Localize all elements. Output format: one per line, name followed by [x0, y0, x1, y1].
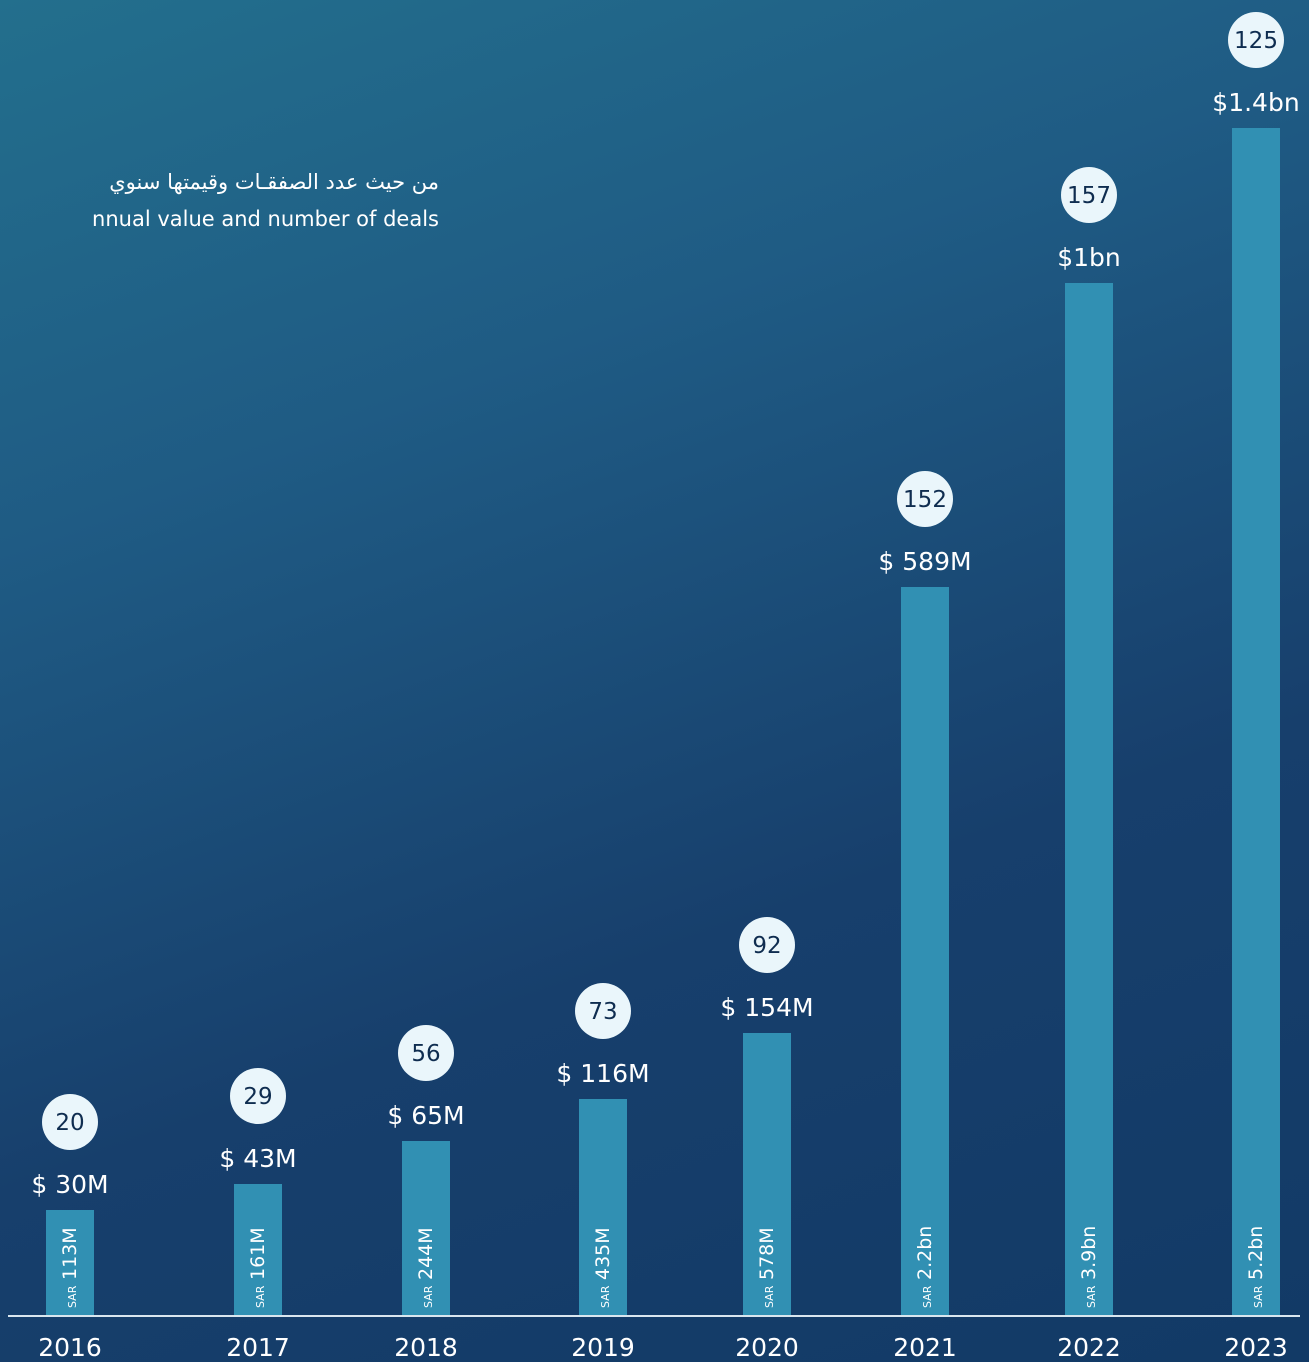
sar-currency-label: SAR [763, 1285, 776, 1308]
bar-value-label: $ 116M [556, 1059, 649, 1088]
deal-count-label: 73 [588, 999, 617, 1025]
sar-currency-label: SAR [254, 1285, 267, 1308]
sar-label-group: SAR 2.2bn [914, 1226, 936, 1308]
bar [743, 1033, 791, 1316]
bar [901, 587, 949, 1316]
deal-count-badge [42, 1094, 98, 1150]
bar [234, 1184, 282, 1316]
sar-currency-label: SAR [1252, 1285, 1265, 1308]
bar-value-label: $ 154M [720, 993, 813, 1022]
deal-count-badge [575, 983, 631, 1039]
sar-currency-label: SAR [1085, 1285, 1098, 1308]
x-tick-label: 2019 [571, 1333, 635, 1362]
deal-count-badge [897, 471, 953, 527]
deal-count-label: 29 [243, 1084, 272, 1110]
sar-currency-label: SAR [921, 1285, 934, 1308]
sar-label-group: SAR 244M [415, 1227, 437, 1308]
sar-label-group: SAR 435M [592, 1227, 614, 1308]
deal-count-label: 92 [752, 933, 781, 959]
deal-count-label: 20 [55, 1110, 84, 1136]
deal-count-badge [739, 917, 795, 973]
bar [1065, 283, 1113, 1316]
sar-label-group: SAR 113M [59, 1227, 81, 1308]
deal-count-badge [1061, 167, 1117, 223]
x-tick-label: 2021 [893, 1333, 957, 1362]
deal-count-label: 152 [903, 487, 947, 513]
x-tick-label: 2020 [735, 1333, 799, 1362]
bar-value-label: $ 589M [878, 547, 971, 576]
sar-amount-label: 161M [247, 1227, 269, 1280]
sar-label-group: SAR 161M [247, 1227, 269, 1308]
sar-currency-label: SAR [66, 1285, 79, 1308]
bar-value-label: $ 30M [31, 1170, 108, 1199]
bar-value-label: $ 65M [387, 1101, 464, 1130]
chart-subtitle-english: nnual value and number of deals [92, 207, 439, 231]
sar-amount-label: 578M [756, 1227, 778, 1280]
sar-amount-label: 113M [59, 1227, 81, 1280]
deal-count-badge [230, 1068, 286, 1124]
bar-value-label: $1.4bn [1212, 88, 1299, 117]
chart-subtitle-arabic: من حيث عدد الصفقـات وقيمتها سنوي [109, 170, 439, 194]
sar-amount-label: 3.9bn [1078, 1226, 1100, 1280]
sar-currency-label: SAR [422, 1285, 435, 1308]
bar [1232, 128, 1280, 1316]
x-tick-label: 2018 [394, 1333, 458, 1362]
bar-value-label: $1bn [1057, 243, 1121, 272]
x-tick-label: 2016 [38, 1333, 102, 1362]
sar-label-group: SAR 578M [756, 1227, 778, 1308]
sar-label-group: SAR 5.2bn [1245, 1226, 1267, 1308]
deal-count-badge [1228, 12, 1284, 68]
x-tick-label: 2017 [226, 1333, 290, 1362]
deal-count-label: 125 [1234, 28, 1278, 54]
sar-currency-label: SAR [599, 1285, 612, 1308]
deal-count-label: 56 [411, 1041, 440, 1067]
sar-amount-label: 5.2bn [1245, 1226, 1267, 1280]
sar-amount-label: 2.2bn [914, 1226, 936, 1280]
sar-label-group: SAR 3.9bn [1078, 1226, 1100, 1308]
deal-count-badge [398, 1025, 454, 1081]
bar [402, 1141, 450, 1316]
bar-value-label: $ 43M [219, 1144, 296, 1173]
x-tick-label: 2023 [1224, 1333, 1288, 1362]
sar-amount-label: 435M [592, 1227, 614, 1280]
x-tick-label: 2022 [1057, 1333, 1121, 1362]
bar [579, 1099, 627, 1316]
deal-count-label: 157 [1067, 183, 1111, 209]
bar [46, 1210, 94, 1316]
sar-amount-label: 244M [415, 1227, 437, 1280]
